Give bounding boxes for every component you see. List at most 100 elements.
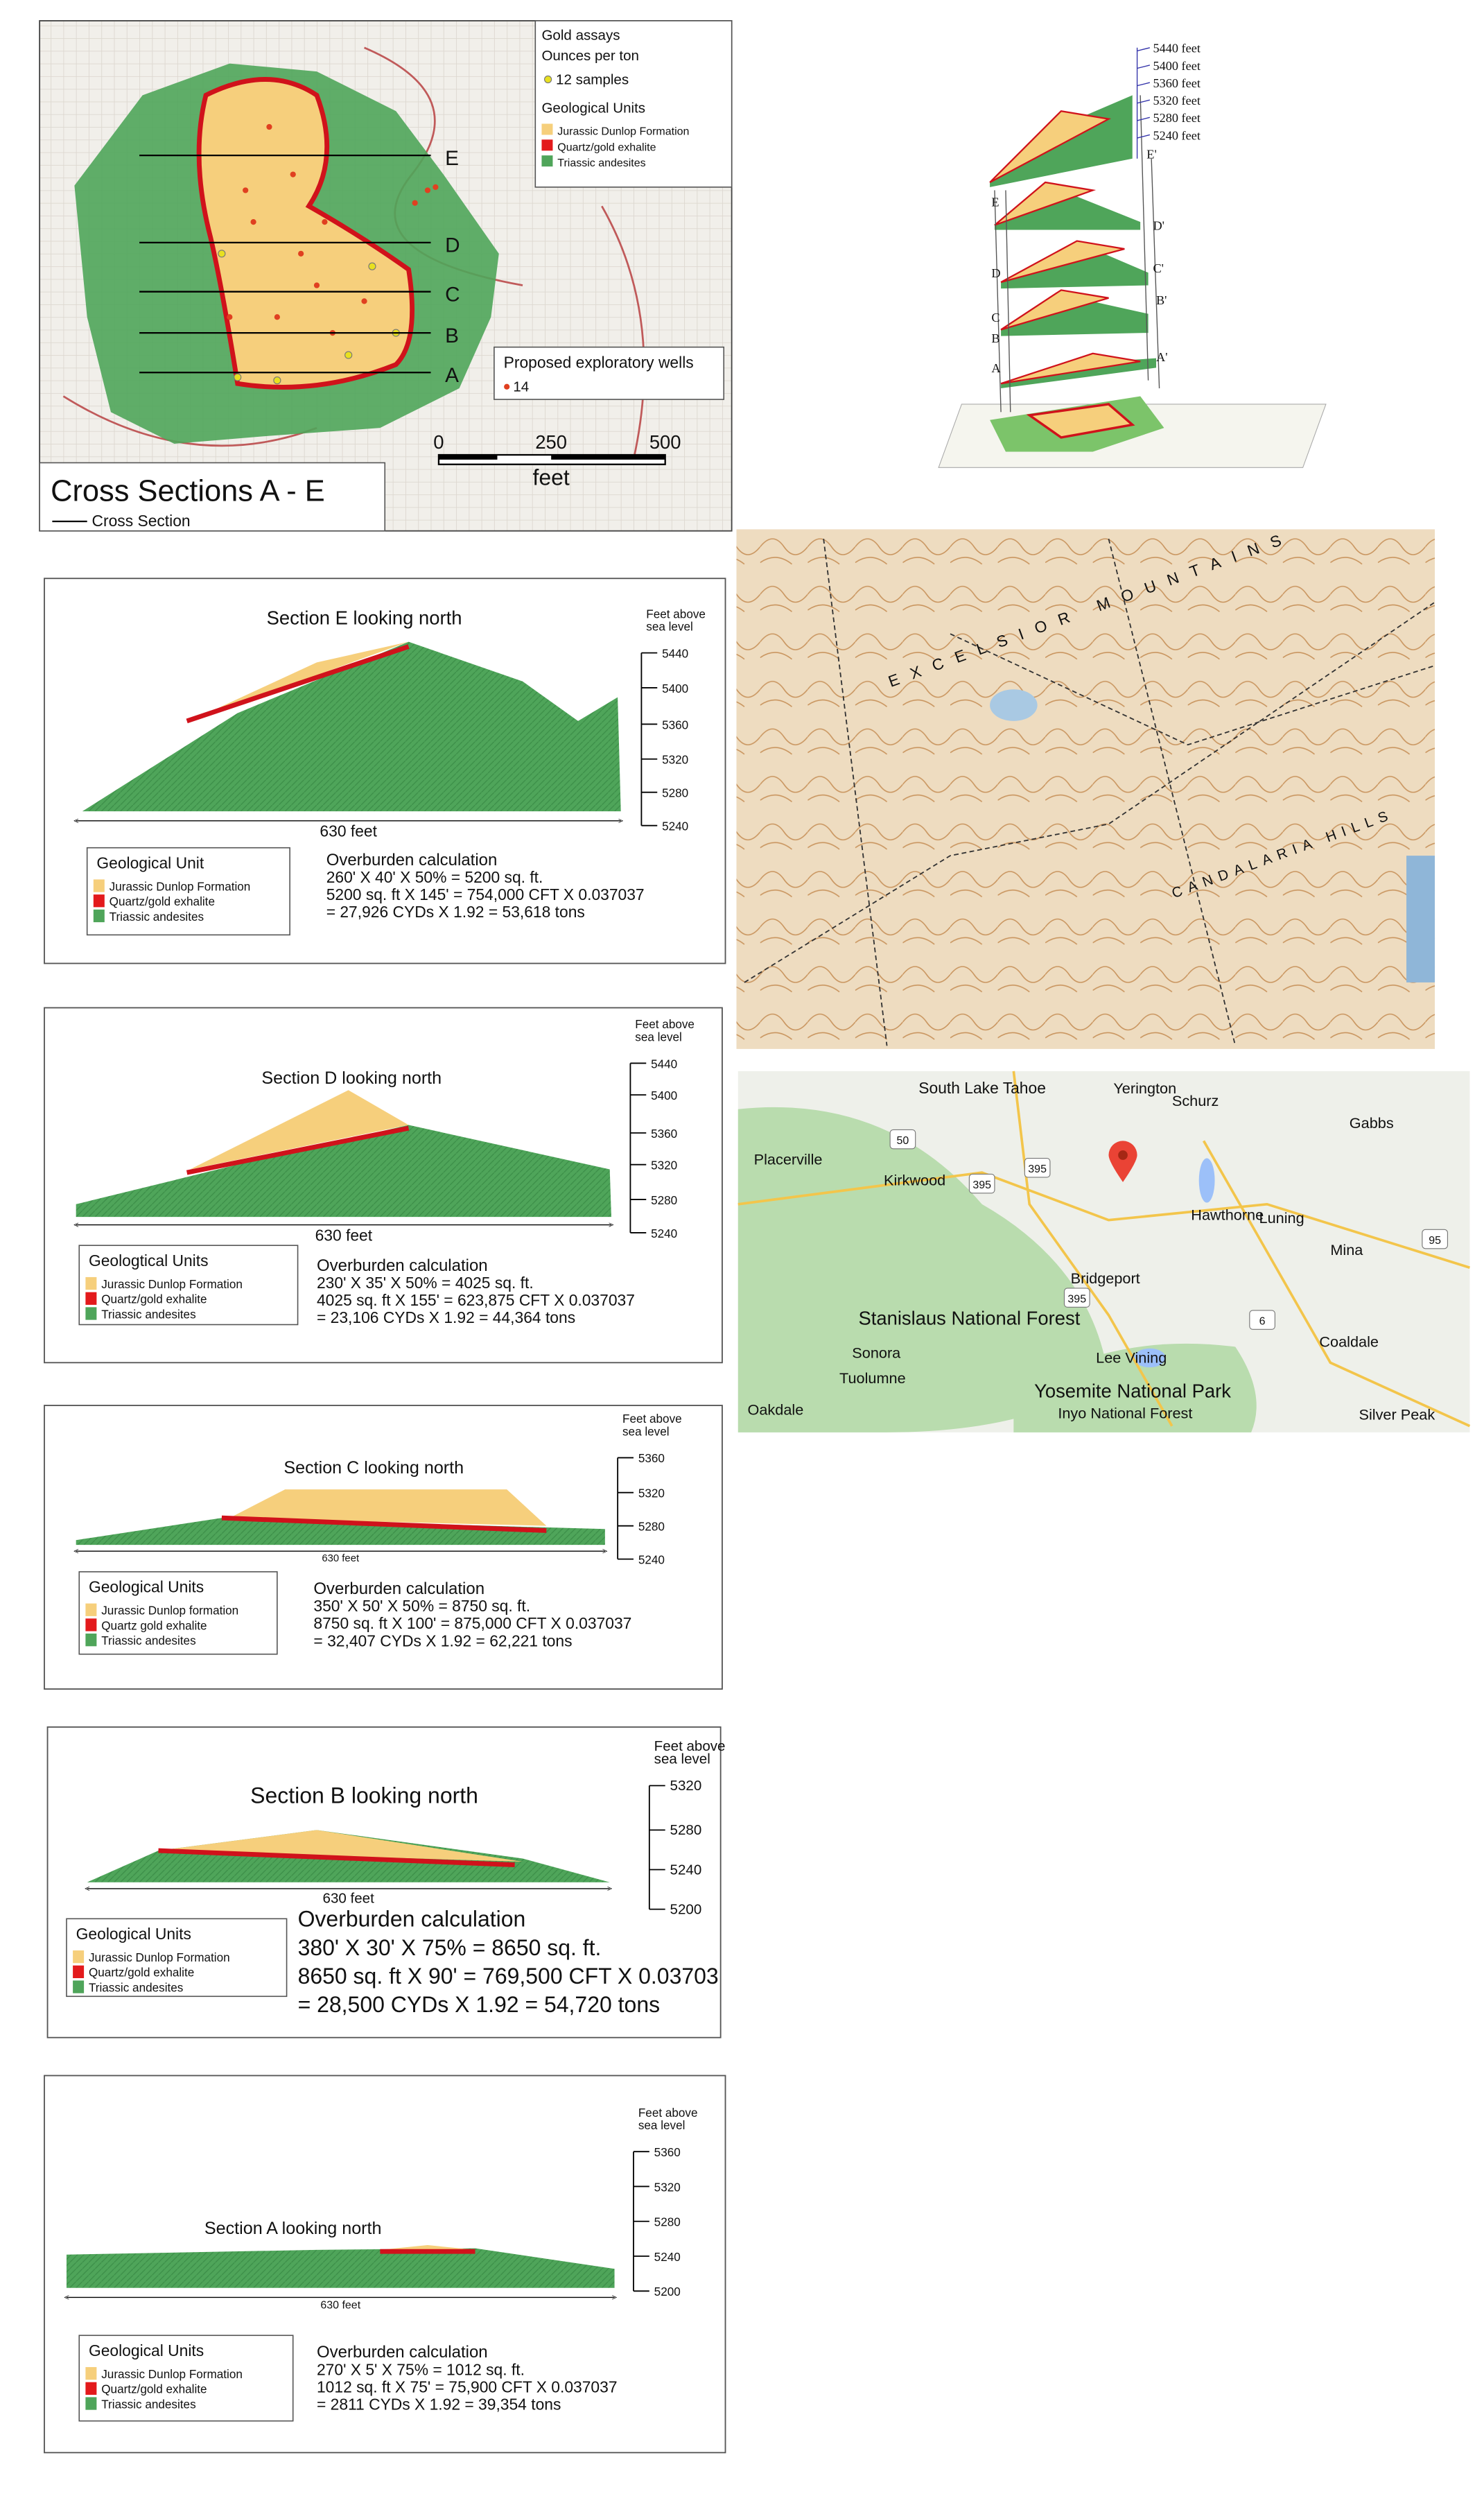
scale-unit: feet <box>532 465 569 490</box>
gmap-lake <box>1198 1158 1215 1203</box>
calc-line: 1012 sq. ft X 75' = 75,900 CFT X 0.03703… <box>317 2378 618 2396</box>
place-label: Coaldale <box>1319 1333 1379 1350</box>
legend-text: 12 samples <box>556 71 629 87</box>
elev-label: 5280 feet <box>1153 111 1200 125</box>
elev-label: 5280 <box>662 786 688 800</box>
legend-title: Geological Units <box>89 1578 204 1596</box>
legend-box <box>86 847 290 936</box>
elev-label: 5360 <box>654 2145 681 2159</box>
fence-label: C <box>991 311 999 324</box>
place-label: Sonora <box>852 1344 901 1361</box>
calc-line: 380' X 30' X 75% = 8650 sq. ft. <box>298 1935 602 1960</box>
section-label: C <box>445 283 460 306</box>
place-label: Stanislaus National Forest <box>858 1307 1080 1328</box>
calc-title: Overburden calculation <box>317 1256 488 1275</box>
well-point <box>424 187 431 193</box>
calc-line: = 23,106 CYDs X 1.92 = 44,364 tons <box>317 1308 575 1326</box>
well-point <box>433 184 439 190</box>
axis-label: sea level <box>654 1751 710 1767</box>
well-point <box>274 314 280 320</box>
well-point <box>290 171 296 177</box>
legend-text: Triassic andesites <box>557 157 645 169</box>
road-label: 6 <box>1259 1315 1266 1327</box>
axis-label: Feet above <box>646 607 706 621</box>
calc-line: 270' X 5' X 75% = 1012 sq. ft. <box>317 2360 525 2378</box>
elev-tick <box>1137 134 1151 139</box>
place-label: Bridgeport <box>1071 1270 1140 1287</box>
dunlop <box>380 2245 475 2250</box>
elev-label: 5400 feet <box>1153 59 1200 73</box>
place-label: Kirkwood <box>884 1171 945 1188</box>
axis-label: Feet above <box>622 1412 682 1426</box>
elev-label: 5240 <box>638 1552 665 1566</box>
elev-label: 5440 <box>651 1057 677 1071</box>
legend-text: Quartz/gold exhalite <box>557 141 656 153</box>
place-label: Inyo National Forest <box>1058 1404 1192 1421</box>
topo-strip <box>1435 529 1470 1049</box>
elev-label: 5320 <box>654 2180 681 2194</box>
topo-blue <box>1406 856 1435 982</box>
unit-swatch <box>93 879 105 892</box>
width-label: 630 feet <box>323 1890 375 1906</box>
elev-label: 5360 feet <box>1153 76 1200 90</box>
legend-text: Triassic andesites <box>101 2397 195 2411</box>
legend-box <box>78 1245 299 1326</box>
andesite <box>76 1518 605 1545</box>
dunlop-area <box>196 77 415 390</box>
map-pin-dot <box>1118 1150 1128 1160</box>
section-label: E <box>445 147 459 170</box>
fence-post <box>1140 95 1149 381</box>
section-title: Section B looking north <box>250 1783 478 1808</box>
legend-text: Geological Units <box>541 100 645 116</box>
calc-title: Overburden calculation <box>313 1579 485 1598</box>
road-shield <box>1063 1288 1090 1308</box>
elev-label: 5240 <box>651 1227 677 1240</box>
elev-label: 5320 <box>651 1159 677 1172</box>
dunlop <box>190 1090 409 1170</box>
legend-text: Triassic andesites <box>101 1634 195 1647</box>
assay-point <box>368 262 376 270</box>
exhalite <box>186 1125 410 1175</box>
calc-line: 5200 sq. ft X 145' = 754,000 CFT X 0.037… <box>326 885 645 903</box>
assay-point <box>273 376 281 385</box>
road-shield <box>1422 1229 1449 1249</box>
legend-text: Ounces per ton <box>541 48 639 64</box>
place-label: Schurz <box>1172 1092 1219 1109</box>
assay-point <box>344 351 353 359</box>
topo-roads <box>744 538 1435 1046</box>
legend-box <box>66 1918 288 1998</box>
unit-swatch <box>73 1980 85 1993</box>
fence-label: B' <box>1156 293 1167 307</box>
gmap-forest <box>737 1107 1109 1432</box>
elev-label: 5400 <box>651 1089 677 1102</box>
calc-title: Overburden calculation <box>326 851 498 869</box>
calc-title: Overburden calculation <box>298 1907 526 1932</box>
legend-title: Geologtical Units <box>89 1252 209 1270</box>
unit-swatch <box>85 1603 97 1616</box>
unit-swatch <box>85 2382 97 2395</box>
fence-post <box>994 190 1002 413</box>
fence-andesite <box>1001 248 1149 289</box>
calc-line: = 27,926 CYDs X 1.92 = 53,618 tons <box>326 903 585 921</box>
legend-box <box>78 1571 278 1655</box>
well-point <box>313 282 320 288</box>
place-label: Yosemite National Park <box>1034 1380 1231 1402</box>
section-title: Section D looking north <box>261 1068 442 1088</box>
base-dunlop <box>1026 403 1135 439</box>
unit-swatch <box>93 909 105 923</box>
section-label: B <box>445 324 459 347</box>
legend-text: Cross Section <box>92 512 191 530</box>
andesite <box>66 2248 615 2288</box>
exhalite <box>221 1515 547 1533</box>
calc-line: 8650 sq. ft X 90' = 769,500 CFT X 0.0370… <box>298 1964 719 1989</box>
elev-tick <box>1137 64 1151 69</box>
road-shield <box>1249 1310 1275 1330</box>
unit-swatch <box>85 1634 97 1647</box>
elev-tick <box>1137 47 1151 52</box>
elev-label: 5320 <box>638 1487 665 1500</box>
axis-label: Feet above <box>638 2106 698 2120</box>
map-title: Cross Sections A - E <box>51 474 325 508</box>
road-label: 95 <box>1429 1235 1441 1247</box>
legend-box <box>78 2335 294 2422</box>
elev-label: 5280 <box>638 1520 665 1534</box>
